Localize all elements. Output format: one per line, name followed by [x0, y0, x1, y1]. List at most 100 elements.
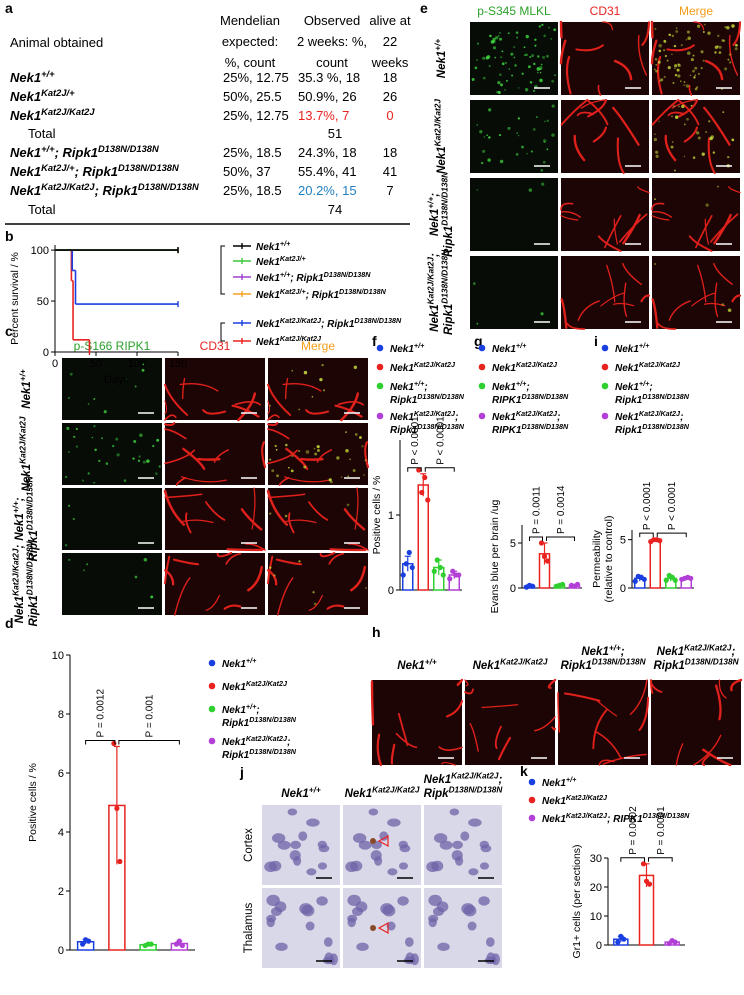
- speckle: [554, 74, 556, 76]
- vessel: [697, 264, 707, 303]
- speckle: [683, 81, 686, 83]
- column-label-line: Nek1+/+;: [581, 643, 624, 658]
- superscript: +/+: [566, 775, 577, 784]
- speckle: [546, 54, 549, 58]
- label-part: Nek1: [222, 705, 246, 716]
- speckle: [551, 133, 555, 137]
- vessel: [613, 59, 633, 81]
- vessel: [728, 186, 741, 194]
- nucleus: [317, 862, 328, 870]
- label-part: Nek1: [492, 412, 516, 423]
- table-cell: 20.2%, 15: [298, 183, 357, 198]
- vessel: [704, 59, 724, 81]
- legend-label: Nek1+/+: [615, 341, 650, 355]
- legend-label: Nek1Kat2J/Kat2J: [390, 360, 456, 374]
- speckle: [269, 512, 272, 515]
- significance-bracket: [620, 857, 645, 862]
- vessel: [587, 98, 608, 118]
- column-label: Nek1Kat2J/Kat2J;RipkD138N/D138N: [424, 771, 504, 800]
- vessel: [354, 487, 359, 530]
- vessel: [612, 106, 640, 146]
- speckle: [686, 117, 689, 121]
- speckle: [696, 24, 701, 28]
- table-cell: 18: [383, 145, 397, 160]
- genotype-line: Nek1Kat2J/Kat2J; Ripk1D138N/D138N: [10, 182, 199, 198]
- speckle: [700, 67, 703, 70]
- vessel: [179, 382, 219, 392]
- speckle: [539, 78, 543, 83]
- nucleus: [306, 868, 317, 876]
- label-part: Nek1: [615, 382, 639, 393]
- speckle: [94, 448, 97, 452]
- label-part: Ripk1: [222, 718, 250, 729]
- nucleus: [479, 840, 490, 849]
- speckle: [546, 148, 549, 151]
- speckle: [316, 445, 320, 449]
- legend-label-line: Nek1Kat2J/Kat2J;: [615, 409, 683, 423]
- speckle: [655, 150, 659, 154]
- superscript: Kat2J/Kat2J: [246, 734, 288, 743]
- speckle: [721, 303, 725, 306]
- speckle: [81, 479, 84, 482]
- x-tick-label: 50: [90, 358, 102, 370]
- label-part: ;: [14, 497, 26, 501]
- label-part: ; Ripk1: [55, 145, 98, 160]
- speckle: [504, 88, 506, 91]
- legend-marker: [208, 737, 216, 745]
- vessel: [594, 730, 623, 760]
- table-header: expected:: [222, 34, 278, 49]
- nucleus: [479, 862, 490, 870]
- table-cell: 25%, 12.75: [223, 70, 289, 85]
- label-part: Nek1: [615, 412, 639, 423]
- speckle: [504, 61, 507, 64]
- table-header: 2 weeks: %,: [297, 34, 367, 49]
- vessel: [703, 302, 726, 307]
- vessel: [334, 404, 363, 418]
- panel-letter: k: [520, 763, 528, 779]
- data-point: [419, 489, 425, 496]
- nucleus: [287, 808, 298, 816]
- legend-label-line: Nek1Kat2J/Kat2J;: [222, 734, 290, 748]
- vessel: [316, 449, 333, 463]
- significance-bracket: [424, 467, 455, 472]
- legend-label: Nek1Kat2J/Kat2J;Ripk1D138N/D138N: [222, 734, 297, 761]
- row-label-line: Nek1+/+: [18, 369, 33, 409]
- speckle: [527, 65, 531, 69]
- speckle: [686, 51, 691, 55]
- table-cell: 18: [383, 70, 397, 85]
- vessel: [650, 681, 663, 693]
- speckle: [722, 39, 726, 42]
- nucleus: [452, 840, 463, 850]
- speckle: [486, 134, 488, 137]
- superscript: +/+: [425, 657, 437, 666]
- legend-label: Nek1+/+;Ripk1D138N/D138N: [615, 379, 690, 406]
- micrograph: [165, 553, 265, 615]
- nucleus: [439, 840, 453, 850]
- nucleus: [306, 818, 320, 827]
- speckle: [516, 132, 519, 134]
- superscript: D138N/D138N: [324, 270, 372, 279]
- speckle: [86, 563, 89, 566]
- y-tick-label: 100: [31, 245, 49, 257]
- speckle: [476, 42, 480, 45]
- nucleus: [379, 831, 389, 841]
- label-part: Ripk1: [28, 530, 40, 561]
- panel-letter: a: [5, 0, 13, 16]
- vessel: [481, 704, 519, 709]
- superscript: Kat2J/Kat2J: [41, 107, 95, 117]
- vessel: [668, 300, 691, 321]
- nucleus: [468, 868, 479, 876]
- legend-label: Nek1Kat2J/Kat2J: [492, 360, 558, 374]
- speckle: [364, 586, 367, 589]
- table-cell: 55.4%, 41: [298, 164, 357, 179]
- vessel: [319, 552, 336, 558]
- speckle: [701, 152, 705, 156]
- row-label-line: Nek1Kat2J/Kat2J;: [11, 545, 26, 624]
- column-label: Nek1+/+: [281, 785, 321, 800]
- speckle: [672, 81, 675, 85]
- speckle: [507, 32, 510, 35]
- nucleus: [269, 860, 282, 872]
- legend-marker: [528, 796, 536, 804]
- y-tick-label: 50: [37, 296, 49, 308]
- vessel: [713, 262, 733, 285]
